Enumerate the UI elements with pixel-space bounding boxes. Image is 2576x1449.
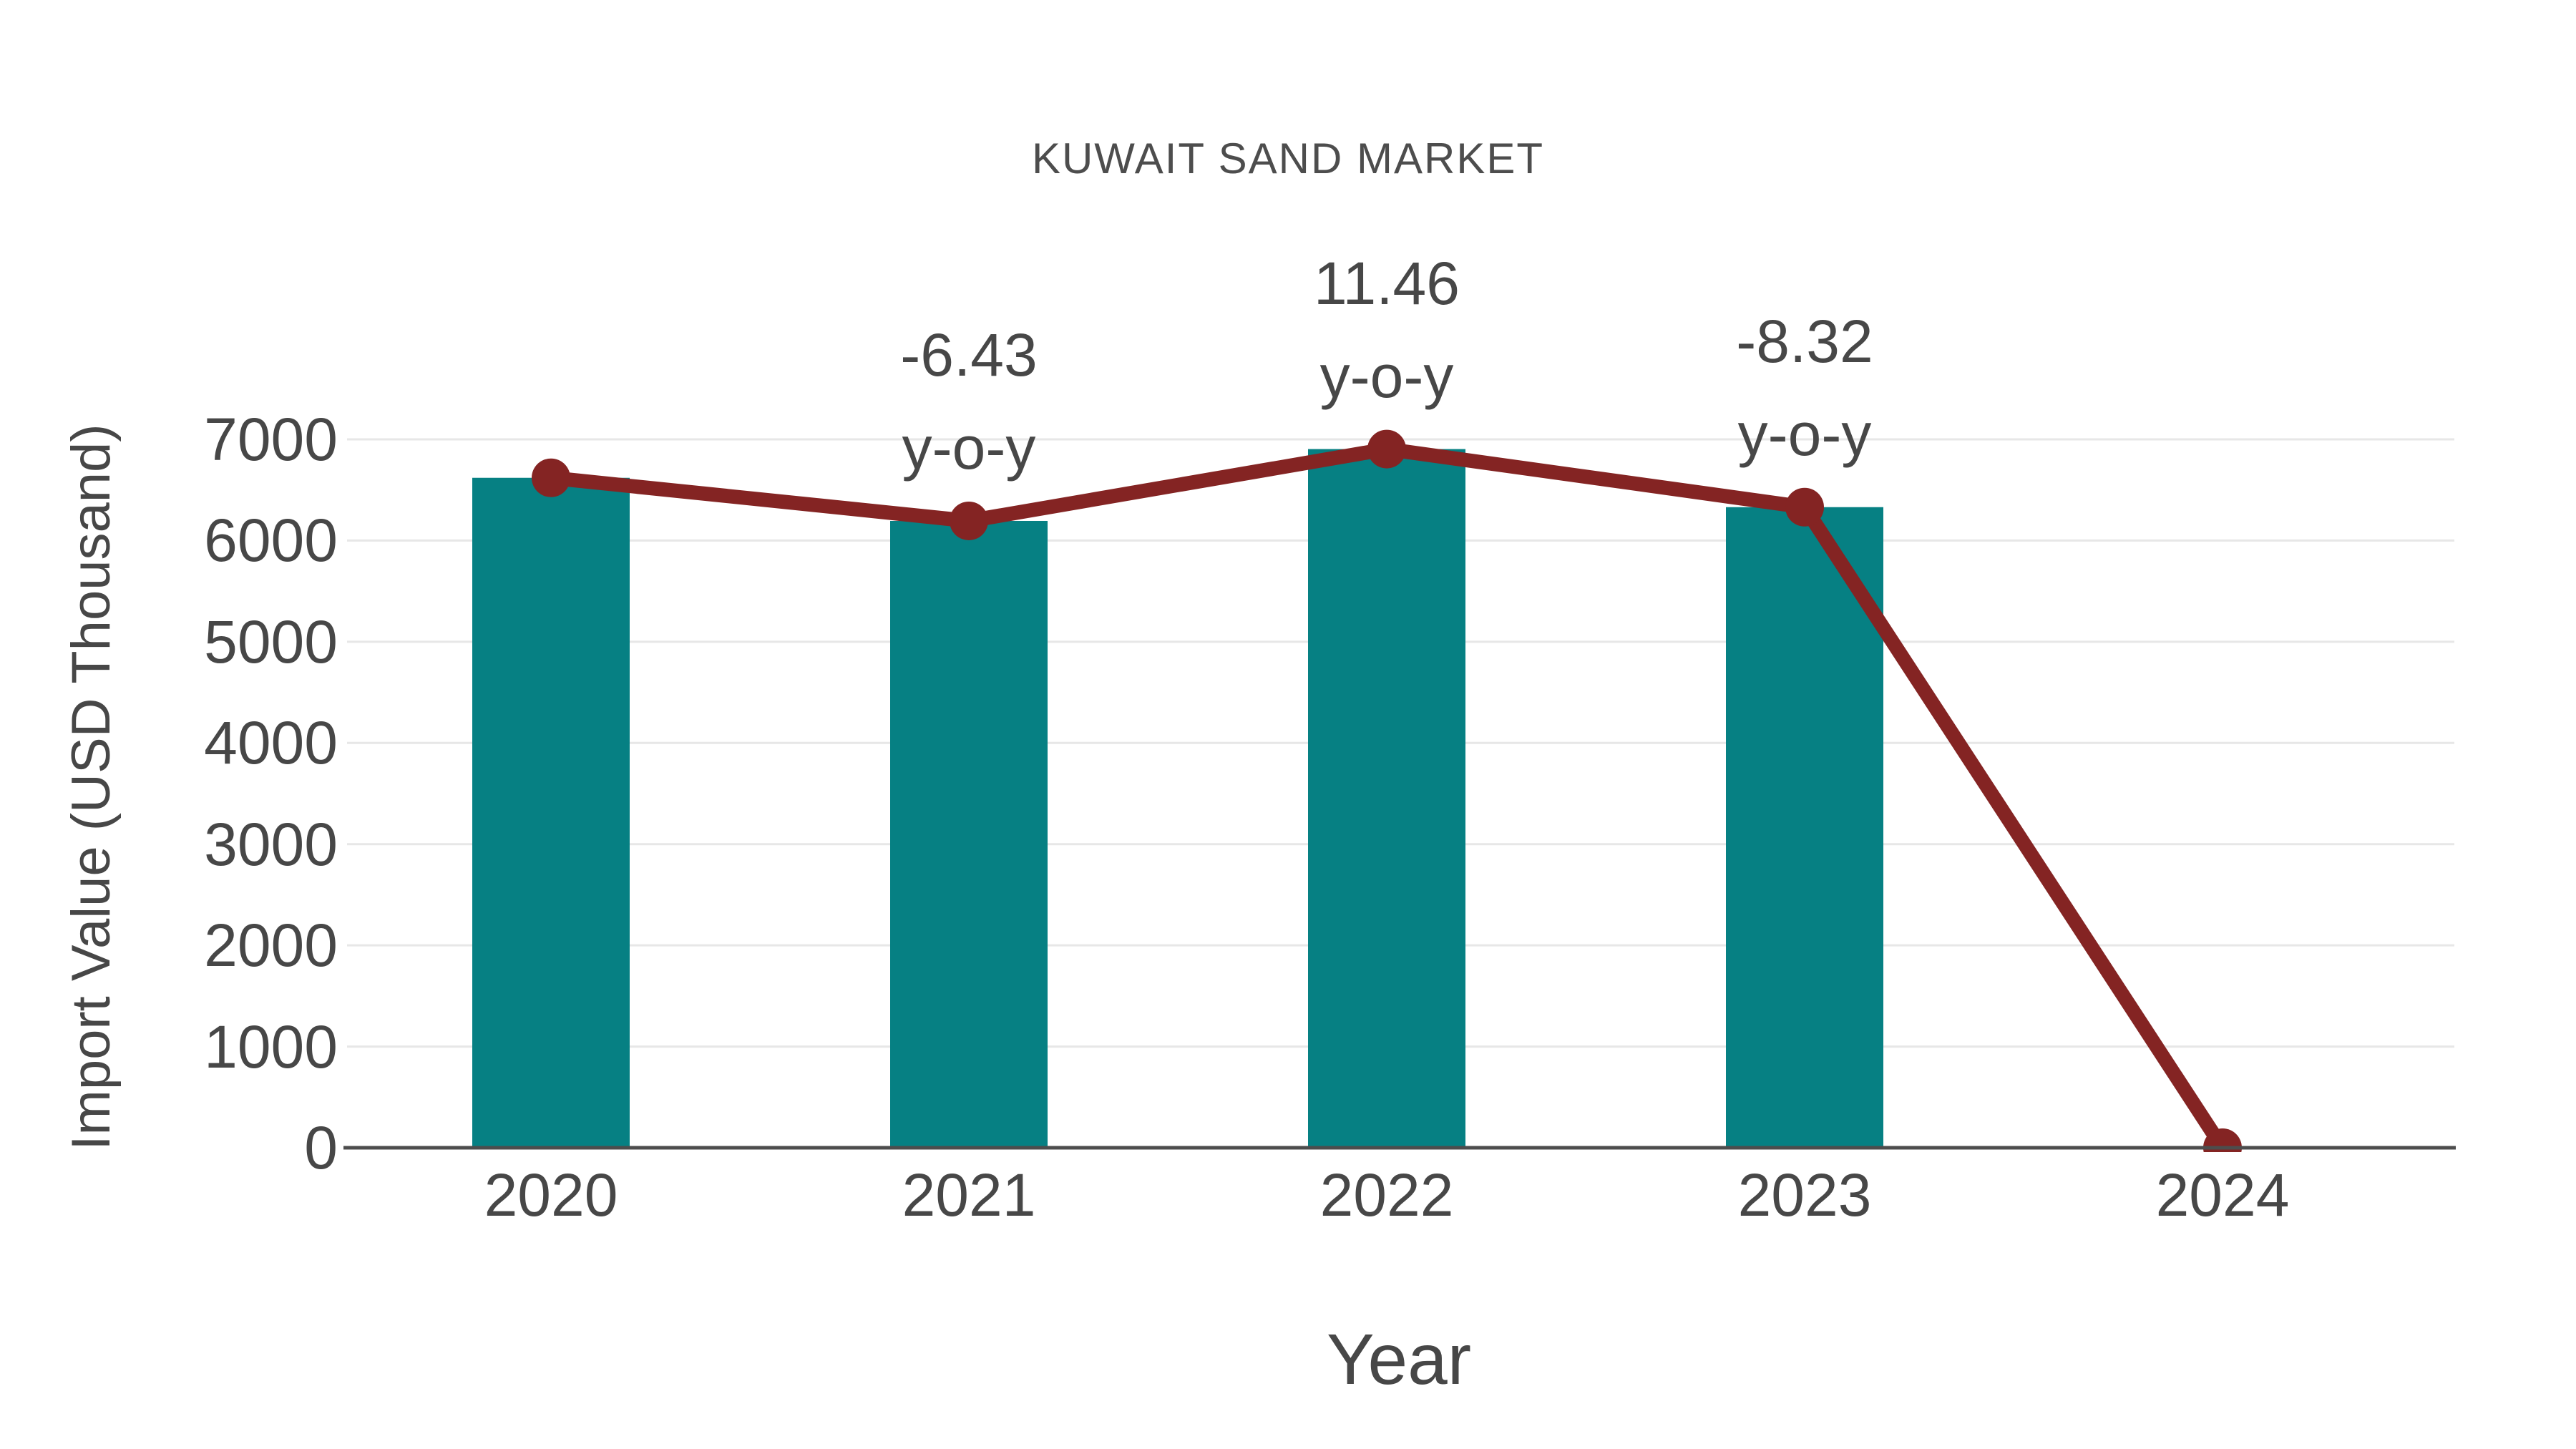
- line-series: [532, 429, 2242, 1152]
- bar-2023: [1726, 507, 1883, 1148]
- bar-2021: [890, 520, 1048, 1148]
- y-tick-5000: 5000: [204, 608, 338, 675]
- annotation-2023-value: -8.32: [1736, 308, 1873, 375]
- annotation-2023: -8.32 y-o-y: [1626, 295, 1984, 481]
- annotation-2021-value: -6.43: [900, 321, 1038, 389]
- bar-2022: [1308, 449, 1465, 1148]
- y-tick-7000: 7000: [204, 406, 338, 473]
- y-tick-2000: 2000: [204, 912, 338, 979]
- bar-2020: [472, 477, 630, 1148]
- x-tick-2021: 2021: [902, 1161, 1036, 1229]
- x-tick-2020: 2020: [484, 1161, 618, 1229]
- x-tick-2022: 2022: [1319, 1161, 1454, 1229]
- annotation-2021: -6.43 y-o-y: [790, 308, 1148, 494]
- marker-2021: [950, 501, 988, 540]
- y-tick-4000: 4000: [204, 709, 338, 776]
- y-tick-1000: 1000: [204, 1013, 338, 1080]
- marker-2023: [1785, 487, 1824, 527]
- x-tick-2024: 2024: [2155, 1161, 2290, 1229]
- y-tick-0: 0: [304, 1114, 338, 1181]
- annotation-2023-unit: y-o-y: [1737, 401, 1872, 468]
- annotation-2022-value: 11.46: [1314, 250, 1460, 317]
- marker-2020: [532, 458, 570, 497]
- x-axis-title: Year: [1326, 1319, 1472, 1400]
- x-tick-2023: 2023: [1737, 1161, 1872, 1229]
- annotation-2022-unit: y-o-y: [1319, 343, 1454, 410]
- chart-title: KUWAIT SAND MARKET: [1031, 135, 1545, 182]
- y-tick-6000: 6000: [204, 507, 338, 574]
- marker-2022: [1367, 429, 1406, 469]
- annotation-2022: 11.46 y-o-y: [1208, 237, 1566, 423]
- y-tick-3000: 3000: [204, 811, 338, 878]
- annotation-2021-unit: y-o-y: [902, 414, 1036, 482]
